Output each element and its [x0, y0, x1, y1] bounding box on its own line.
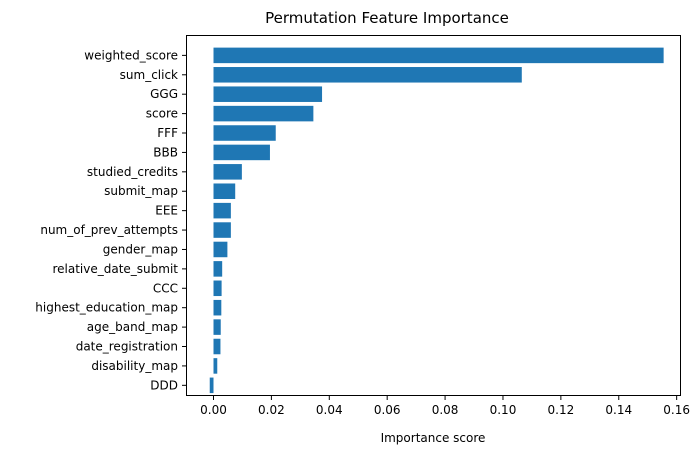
- category-label-age_band_map: age_band_map: [87, 320, 178, 334]
- x-tick-label: 0.14: [605, 403, 632, 417]
- category-label-disability_map: disability_map: [91, 359, 178, 373]
- bar-highest_education_map: [213, 299, 222, 316]
- x-tick-label: 0.10: [490, 403, 517, 417]
- category-label-EEE: EEE: [155, 204, 178, 218]
- category-label-GGG: GGG: [150, 87, 178, 101]
- x-tick-label: 0.02: [258, 403, 285, 417]
- chart-title: Permutation Feature Importance: [265, 9, 509, 27]
- category-label-FFF: FFF: [157, 126, 178, 140]
- bar-submit_map: [213, 183, 236, 200]
- category-label-gender_map: gender_map: [103, 242, 178, 256]
- bar-num_of_prev_attempts: [213, 222, 231, 238]
- category-label-score: score: [146, 107, 178, 121]
- bar-EEE: [213, 202, 231, 219]
- bar-GGG: [213, 86, 323, 102]
- category-label-num_of_prev_attempts: num_of_prev_attempts: [40, 223, 178, 237]
- category-label-CCC: CCC: [153, 281, 178, 295]
- bar-DDD: [209, 377, 214, 394]
- bar-score: [213, 105, 314, 122]
- bar-relative_date_submit: [213, 261, 223, 277]
- bar-gender_map: [213, 241, 228, 258]
- category-label-studied_credits: studied_credits: [87, 165, 178, 179]
- x-tick-label: 0.06: [374, 403, 401, 417]
- category-label-DDD: DDD: [150, 378, 178, 392]
- x-axis-label: Importance score: [381, 431, 486, 445]
- category-label-submit_map: submit_map: [104, 184, 178, 198]
- bar-disability_map: [213, 358, 218, 374]
- bar-BBB: [213, 144, 270, 161]
- category-label-BBB: BBB: [153, 145, 178, 159]
- category-label-date_registration: date_registration: [76, 340, 178, 354]
- bar-sum_click: [213, 67, 522, 83]
- x-tick-label: 0.00: [200, 403, 227, 417]
- bar-weighted_score: [213, 47, 664, 64]
- x-tick-label: 0.04: [316, 403, 343, 417]
- x-tick-label: 0.16: [663, 403, 690, 417]
- bar-age_band_map: [213, 319, 221, 335]
- bar-studied_credits: [213, 164, 242, 180]
- plot-frame: [186, 35, 681, 396]
- bar-group: [209, 47, 664, 394]
- x-tick-label: 0.08: [432, 403, 459, 417]
- bar-CCC: [213, 280, 222, 297]
- bar-date_registration: [213, 338, 221, 355]
- bar-FFF: [213, 125, 276, 141]
- category-labels: weighted_score sum_click GGG score FFF BBB stu…: [35, 48, 186, 392]
- category-label-relative_date_submit: relative_date_submit: [52, 262, 178, 276]
- category-label-weighted_score: weighted_score: [84, 48, 178, 62]
- category-label-sum_click: sum_click: [120, 68, 178, 82]
- x-axis-ticks: 0.00 0.02 0.04 0.06 0.08 0.10 0.12 0.14 0.16: [200, 396, 690, 417]
- category-label-highest_education_map: highest_education_map: [35, 301, 178, 315]
- x-tick-label: 0.12: [548, 403, 575, 417]
